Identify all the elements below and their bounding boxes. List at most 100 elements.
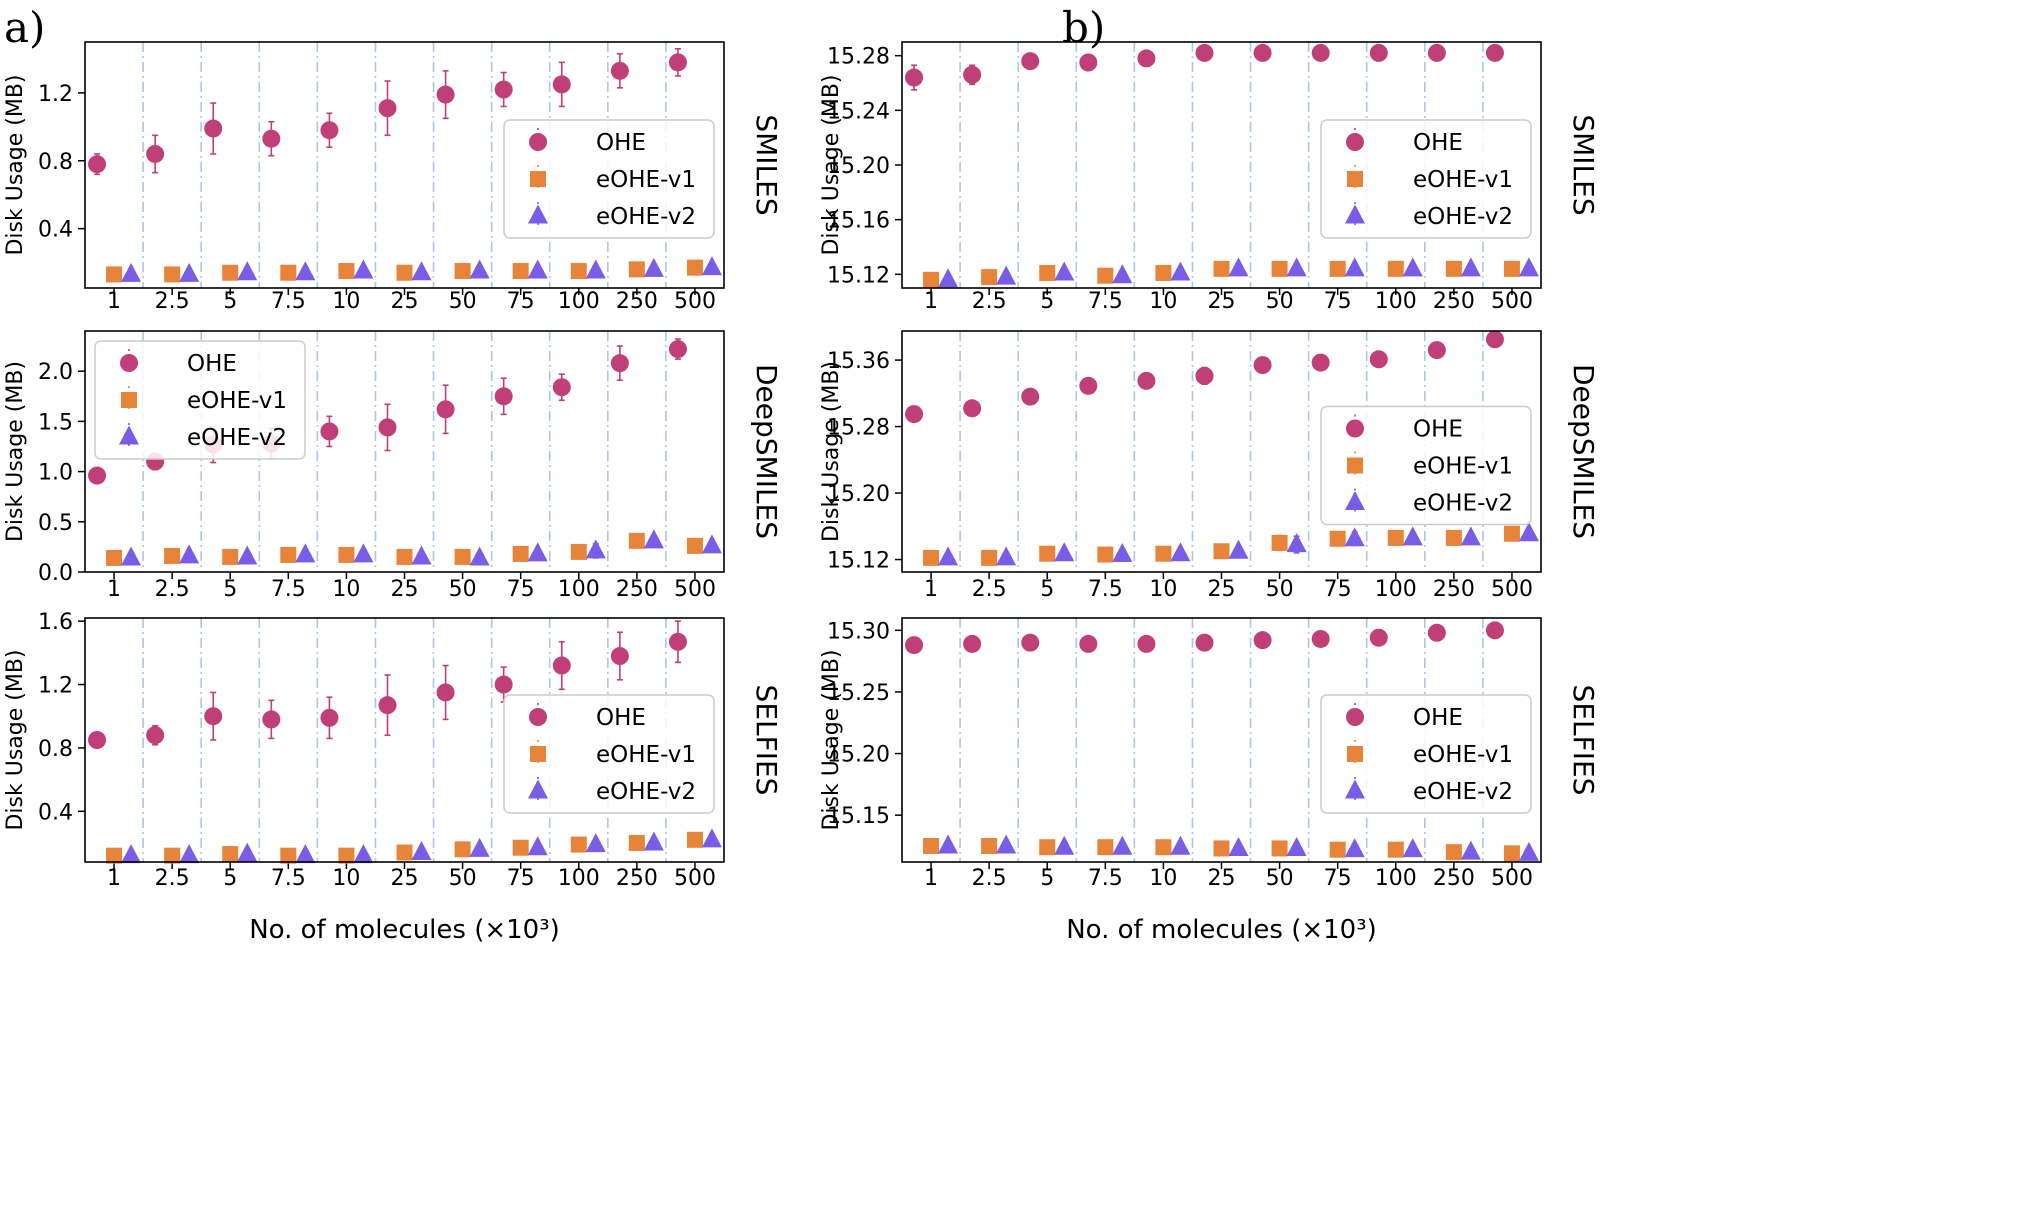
data-point xyxy=(204,707,223,726)
data-point xyxy=(1402,838,1423,858)
data-point xyxy=(905,636,924,655)
data-point xyxy=(1485,621,1504,640)
x-tick-label: 75 xyxy=(1324,866,1352,891)
y-tick-label: 1.2 xyxy=(38,674,73,699)
y-tick-label: 1.6 xyxy=(38,610,73,635)
y-tick-label: 2.0 xyxy=(38,360,73,385)
x-tick-label: 2.5 xyxy=(155,866,190,891)
legend: OHE eOHE-v1 eOHE-v2 xyxy=(503,119,715,239)
series-ohe xyxy=(905,330,1504,424)
legend-marker-eohe-v2 xyxy=(1345,204,1365,224)
x-tick-label: 25 xyxy=(391,866,419,891)
legend-marker-eohe-v1 xyxy=(530,171,546,187)
data-point xyxy=(1039,545,1056,562)
data-point xyxy=(1213,840,1230,857)
data-point xyxy=(527,836,548,856)
data-point xyxy=(1079,53,1098,72)
x-tick-label: 7.5 xyxy=(1088,866,1123,891)
data-point xyxy=(469,259,490,279)
legend-label: OHE xyxy=(596,705,646,731)
x-tick-label: 5 xyxy=(223,577,237,602)
x-tick-label: 250 xyxy=(1433,866,1475,891)
data-point xyxy=(610,354,629,373)
legend-label: OHE xyxy=(1413,417,1463,443)
data-point xyxy=(454,263,471,280)
x-tick-label: 2.5 xyxy=(972,289,1007,314)
x-tick-label: 500 xyxy=(674,577,716,602)
y-tick-label: 1.5 xyxy=(38,410,73,435)
data-point xyxy=(237,545,258,565)
y-tick-label: 15.20 xyxy=(827,154,890,179)
x-tick-label: 10 xyxy=(332,866,360,891)
data-point xyxy=(436,683,455,702)
data-point xyxy=(338,847,355,864)
data-point xyxy=(552,378,571,397)
data-point xyxy=(1228,836,1249,856)
data-point xyxy=(1195,366,1214,385)
data-point xyxy=(512,263,529,280)
data-point xyxy=(1054,835,1075,855)
data-point xyxy=(1369,350,1388,369)
data-point xyxy=(938,834,959,854)
data-point xyxy=(527,259,548,279)
legend-marker-ohe xyxy=(1346,419,1364,438)
data-point xyxy=(1460,840,1481,860)
data-point xyxy=(106,266,123,283)
x-tick-label: 25 xyxy=(1208,577,1236,602)
data-point xyxy=(494,387,513,406)
series-eohe-v2 xyxy=(121,256,722,282)
y-tick-label: 15.20 xyxy=(827,482,890,507)
data-point xyxy=(610,647,629,666)
data-point xyxy=(396,264,413,281)
legend-label: eOHE-v1 xyxy=(187,388,287,414)
data-point xyxy=(179,262,200,282)
legend-marker-eohe-v2 xyxy=(528,204,548,224)
legend-box xyxy=(503,119,715,239)
data-point xyxy=(570,836,587,853)
data-point xyxy=(106,549,123,566)
y-axis-label: Disk Usage (MB) xyxy=(3,74,28,255)
legend-box xyxy=(1320,694,1532,814)
data-point xyxy=(1344,527,1365,547)
x-tick-label: 7.5 xyxy=(271,289,306,314)
x-tick-label: 2.5 xyxy=(155,289,190,314)
data-point xyxy=(1427,341,1446,360)
legend-marker-eohe-v1 xyxy=(121,392,137,408)
data-point xyxy=(1021,52,1040,71)
data-point xyxy=(1170,542,1191,562)
data-point xyxy=(643,831,664,851)
data-point xyxy=(295,844,316,864)
data-point xyxy=(1021,387,1040,406)
x-tick-label: 25 xyxy=(1208,866,1236,891)
y-tick-label: 0.4 xyxy=(38,218,73,243)
data-point xyxy=(1518,257,1539,277)
data-point xyxy=(963,634,982,653)
data-point xyxy=(1137,49,1156,68)
data-point xyxy=(121,262,142,282)
data-point xyxy=(1344,838,1365,858)
legend-label: eOHE-v1 xyxy=(596,167,696,193)
subplot-b-smiles: 15.12 15.16 15.20 15.24 15.28 1 2.5 5 7.5 10 25 50 7… xyxy=(819,41,1600,314)
data-point xyxy=(996,265,1017,285)
data-point xyxy=(262,710,281,729)
y-tick-label: 15.15 xyxy=(827,804,890,829)
x-tick-label: 7.5 xyxy=(271,577,306,602)
data-point xyxy=(512,839,529,856)
x-tick-label: 100 xyxy=(558,289,600,314)
legend-box xyxy=(1320,405,1532,526)
data-point xyxy=(1213,543,1230,560)
data-point xyxy=(88,466,107,485)
plot-frame xyxy=(901,41,1542,289)
legend: OHE eOHE-v1 eOHE-v2 xyxy=(1320,119,1532,239)
data-point xyxy=(121,844,142,864)
series-eohe-v1 xyxy=(106,831,703,864)
x-tick-label: 100 xyxy=(1375,577,1417,602)
y-axis-label: Disk Usage (MB) xyxy=(3,361,28,542)
data-point xyxy=(1253,43,1272,62)
x-tick-label: 2.5 xyxy=(972,577,1007,602)
x-tick-label: 1 xyxy=(107,866,121,891)
data-point xyxy=(295,261,316,281)
data-point xyxy=(963,65,982,84)
data-point xyxy=(1503,260,1520,277)
